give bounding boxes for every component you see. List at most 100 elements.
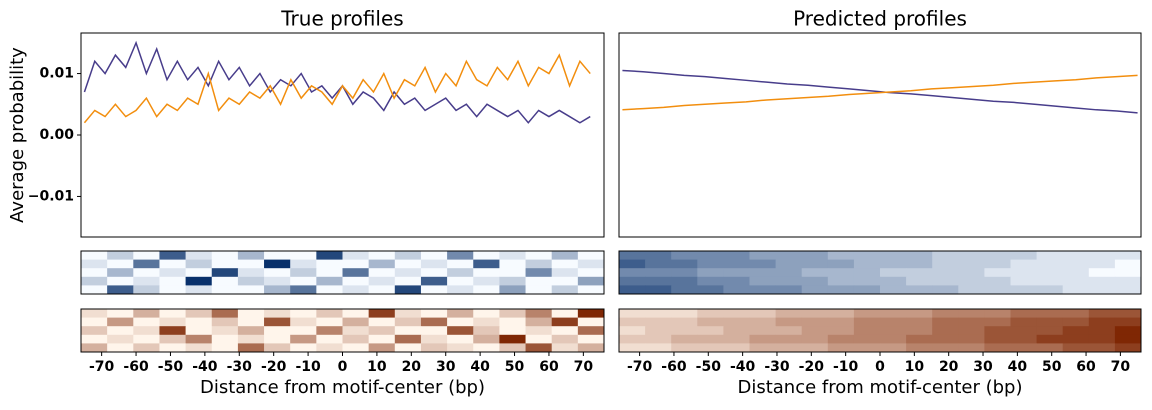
heatmap-cell bbox=[290, 268, 317, 278]
heatmap-cell bbox=[525, 251, 553, 260]
heatmap-cell bbox=[499, 334, 526, 344]
heatmap-cell bbox=[775, 285, 803, 295]
heatmap-cell bbox=[880, 251, 907, 260]
heatmap-cell bbox=[133, 268, 160, 278]
heatmap-cell bbox=[853, 285, 881, 295]
heatmap-cell bbox=[880, 276, 907, 286]
panel-title: True profiles bbox=[280, 7, 403, 31]
heatmap-cell bbox=[1036, 326, 1064, 336]
heatmap-cell bbox=[932, 343, 959, 353]
heatmap-cell bbox=[368, 268, 396, 278]
heatmap-cell bbox=[1062, 285, 1090, 295]
panel-frame bbox=[80, 32, 605, 238]
heatmap-cell bbox=[577, 309, 605, 318]
x-tick-label: 0 bbox=[338, 359, 348, 375]
heatmap-cell bbox=[447, 276, 474, 286]
heatmap-cell bbox=[645, 285, 672, 295]
heatmap-cell bbox=[81, 343, 108, 353]
heatmap-cell bbox=[81, 326, 108, 336]
heatmap-cell bbox=[394, 334, 422, 344]
heatmap-cell bbox=[1062, 326, 1090, 336]
heatmap-cell bbox=[264, 268, 291, 278]
heatmap-cell bbox=[447, 259, 474, 269]
x-tick-label: -60 bbox=[661, 359, 687, 375]
heatmap-cell bbox=[958, 268, 985, 278]
heatmap-cell bbox=[316, 334, 343, 344]
heatmap-cell bbox=[932, 276, 959, 286]
heatmap-cell bbox=[1036, 334, 1064, 344]
heatmap-cell bbox=[775, 268, 803, 278]
heatmap-cell bbox=[619, 343, 646, 353]
heatmap-cell bbox=[499, 251, 526, 260]
heatmap-cell bbox=[368, 251, 396, 260]
heatmap-cell bbox=[1062, 259, 1090, 269]
heatmap-cell bbox=[671, 285, 698, 295]
heatmap-cell bbox=[1062, 268, 1090, 278]
heatmap-cell bbox=[368, 276, 396, 286]
heatmap-cell bbox=[577, 268, 605, 278]
heatmap-cell bbox=[342, 285, 370, 295]
series-line bbox=[83, 53, 591, 124]
heatmap-cell bbox=[697, 285, 724, 295]
heatmap-cell bbox=[958, 343, 985, 353]
heatmap-cell bbox=[671, 268, 698, 278]
heatmap-cell bbox=[81, 276, 108, 286]
heatmap-cell bbox=[133, 326, 160, 336]
heatmap-cell bbox=[316, 285, 343, 295]
heatmap-cell bbox=[958, 259, 985, 269]
heatmap-cell bbox=[1010, 343, 1037, 353]
heatmap-cell bbox=[906, 251, 933, 260]
heatmap-cell bbox=[394, 343, 422, 353]
heatmap-cell bbox=[906, 343, 933, 353]
heatmap-cell bbox=[81, 285, 108, 295]
x-tick-label: -70 bbox=[627, 359, 653, 375]
heatmap-cell bbox=[853, 326, 881, 336]
x-tick-label: 30 bbox=[436, 359, 456, 375]
heatmap-cell bbox=[645, 343, 672, 353]
heatmap-cell bbox=[525, 276, 553, 286]
heatmap-cell bbox=[671, 259, 698, 269]
heatmap-cell bbox=[619, 276, 646, 286]
heatmap-cell bbox=[671, 251, 698, 260]
heatmap-cell bbox=[984, 259, 1011, 269]
heatmap-cell bbox=[1036, 285, 1064, 295]
heatmap-cell bbox=[1088, 317, 1116, 327]
heatmap-cell bbox=[749, 268, 776, 278]
heatmap-cell bbox=[932, 251, 959, 260]
heatmap-cell bbox=[107, 276, 134, 286]
heatmap-cell bbox=[1010, 326, 1037, 336]
heatmap-cell bbox=[671, 317, 698, 327]
heatmap-cell bbox=[645, 276, 672, 286]
x-tick-label: -50 bbox=[158, 359, 184, 375]
heatmap-cell bbox=[447, 317, 474, 327]
heatmap-cell bbox=[1114, 268, 1142, 278]
heatmap-cell bbox=[775, 326, 803, 336]
heatmap-cell bbox=[447, 334, 474, 344]
heatmap-cell bbox=[984, 334, 1011, 344]
heatmap-cell bbox=[984, 309, 1011, 318]
series-line bbox=[622, 69, 1138, 114]
heatmap-cell bbox=[577, 317, 605, 327]
heatmap-cell bbox=[984, 268, 1011, 278]
heatmap-cell bbox=[211, 317, 239, 327]
heatmap-cell bbox=[958, 334, 985, 344]
heatmap-cell bbox=[853, 343, 881, 353]
heatmap-cell bbox=[880, 268, 907, 278]
heatmap-cell bbox=[880, 326, 907, 336]
heatmap-cell bbox=[551, 317, 579, 327]
heatmap-cell bbox=[853, 317, 881, 327]
heatmap-cell bbox=[1010, 285, 1037, 295]
heatmap-cell bbox=[1114, 343, 1142, 353]
panel-frame bbox=[618, 32, 1142, 238]
heatmap-cell bbox=[1036, 268, 1064, 278]
heatmap-cell bbox=[316, 309, 343, 318]
x-tick-label: 60 bbox=[539, 359, 559, 375]
y-tick-label: 0.00 bbox=[39, 127, 74, 143]
heatmap-cell bbox=[290, 251, 317, 260]
heatmap-cell bbox=[133, 309, 160, 318]
x-tick-label: 40 bbox=[1008, 359, 1028, 375]
heatmap-cell bbox=[551, 334, 579, 344]
heatmap-cell bbox=[368, 317, 396, 327]
heatmap-cell bbox=[525, 285, 553, 295]
heatmap-cell bbox=[775, 334, 803, 344]
